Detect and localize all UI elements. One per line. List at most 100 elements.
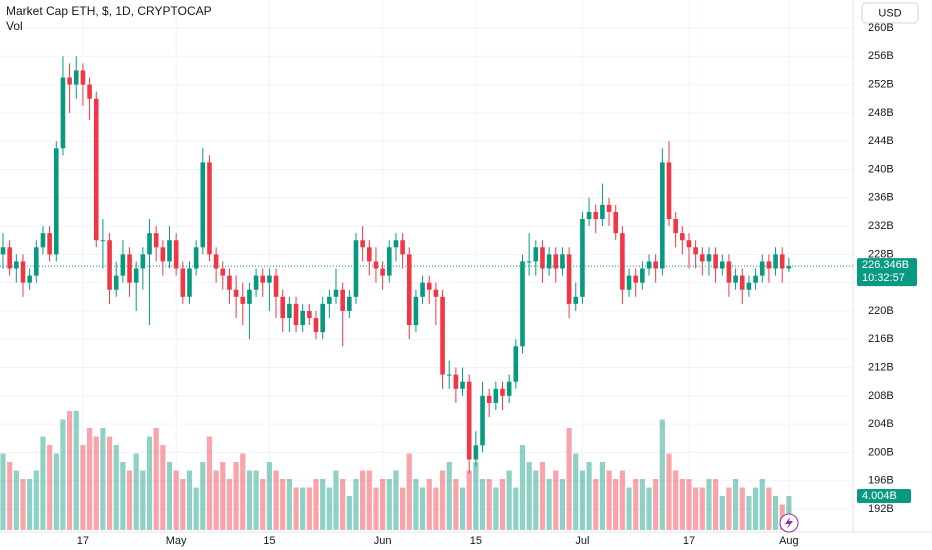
currency-label[interactable]: USD <box>878 7 901 19</box>
y-tick-label: 252B <box>868 78 894 90</box>
candle-body <box>247 289 252 304</box>
volume-bar <box>626 487 632 530</box>
volume-bar <box>306 487 312 530</box>
volume-bar <box>633 479 639 530</box>
candle-body <box>14 261 19 269</box>
volume-bar <box>446 462 452 530</box>
volume-bar <box>526 462 532 530</box>
candle-body <box>646 261 652 269</box>
volume-bar <box>366 470 372 530</box>
volume-bar <box>166 462 173 530</box>
candle-body <box>220 268 226 276</box>
candle-body <box>566 254 572 304</box>
volume-bar <box>786 495 792 530</box>
volume-bar <box>33 470 39 530</box>
volume-bar <box>106 436 113 530</box>
volume-bar <box>686 479 692 530</box>
currency-button[interactable] <box>861 2 919 24</box>
volume-bar <box>246 470 253 530</box>
volume-bar <box>266 462 272 530</box>
candle-body <box>173 240 179 269</box>
candle-body <box>533 247 539 262</box>
volume-bar <box>260 479 266 530</box>
volume-bar <box>619 470 625 530</box>
candle-body <box>493 388 499 403</box>
x-tick-label: 15 <box>470 535 482 547</box>
volume-value-label: 4.004B <box>862 490 897 502</box>
candle-body <box>739 275 745 290</box>
candle-body <box>779 254 785 269</box>
y-tick-label: 256B <box>868 50 894 62</box>
volume-bar <box>546 479 552 530</box>
candle-body <box>147 233 152 255</box>
volume-bar <box>579 470 586 530</box>
candle-body <box>500 388 505 396</box>
candle-body <box>680 233 685 241</box>
candle-body <box>560 254 565 269</box>
candle-body <box>107 240 112 290</box>
candle-body <box>433 289 439 297</box>
volume-bar <box>113 445 119 530</box>
volume-bar <box>20 479 26 530</box>
volume-bar <box>60 419 66 530</box>
volume-bar <box>86 428 93 530</box>
volume-bar <box>53 453 59 530</box>
volume-bar <box>553 470 559 530</box>
volume-bar <box>386 479 392 530</box>
volume-bar <box>7 462 13 530</box>
candle-body <box>34 247 39 276</box>
candle-body <box>267 275 272 283</box>
volume-bar <box>653 479 659 530</box>
volume-bar <box>459 487 466 530</box>
candle-body <box>453 374 459 389</box>
candle-body <box>20 261 26 283</box>
candle-body <box>380 268 385 276</box>
candle-body <box>200 162 206 248</box>
candle-body <box>620 233 625 290</box>
chart-title: Market Cap ETH, $, 1D, CRYPTOCAP <box>6 4 212 18</box>
candle-body <box>320 303 325 333</box>
volume-bar <box>186 470 193 530</box>
y-tick-label: 220B <box>868 305 894 317</box>
volume-bar <box>100 428 106 530</box>
candle-body <box>207 162 212 255</box>
volume-bar <box>200 462 206 530</box>
volume-bar <box>160 445 166 530</box>
volume-bar <box>47 445 53 530</box>
volume-bar <box>439 470 446 530</box>
candle-body <box>693 247 698 255</box>
candle-body <box>480 395 485 446</box>
volume-bar <box>559 479 566 530</box>
events-icon-bolt <box>785 517 793 529</box>
volume-bar <box>752 487 759 530</box>
volume-bar <box>253 470 259 530</box>
volume-bar <box>593 479 599 530</box>
volume-bar <box>0 453 6 530</box>
volume-bar <box>120 462 126 530</box>
volume-bar <box>80 445 86 530</box>
volume-bar <box>146 436 153 530</box>
volume-bar <box>486 479 492 530</box>
candle-body <box>60 77 66 149</box>
candle-body <box>726 261 732 283</box>
candle-body <box>586 211 592 219</box>
candle-body <box>706 254 712 262</box>
candle-body <box>360 240 365 248</box>
candle-body <box>420 282 425 297</box>
candle-body <box>733 275 738 283</box>
volume-bar <box>679 479 685 530</box>
volume-bar <box>333 470 339 530</box>
volume-bar <box>746 496 752 530</box>
volume-bar <box>140 470 146 530</box>
candle-body <box>719 261 725 269</box>
volume-label-box <box>857 488 911 503</box>
candle-body <box>293 303 299 326</box>
volume-bar <box>67 411 73 530</box>
candle-body <box>600 204 605 219</box>
candle-body <box>260 275 266 283</box>
volume-bar <box>93 436 99 530</box>
candle-body <box>7 247 12 269</box>
y-tick-label: 200B <box>868 446 894 458</box>
candle-body <box>253 275 259 290</box>
